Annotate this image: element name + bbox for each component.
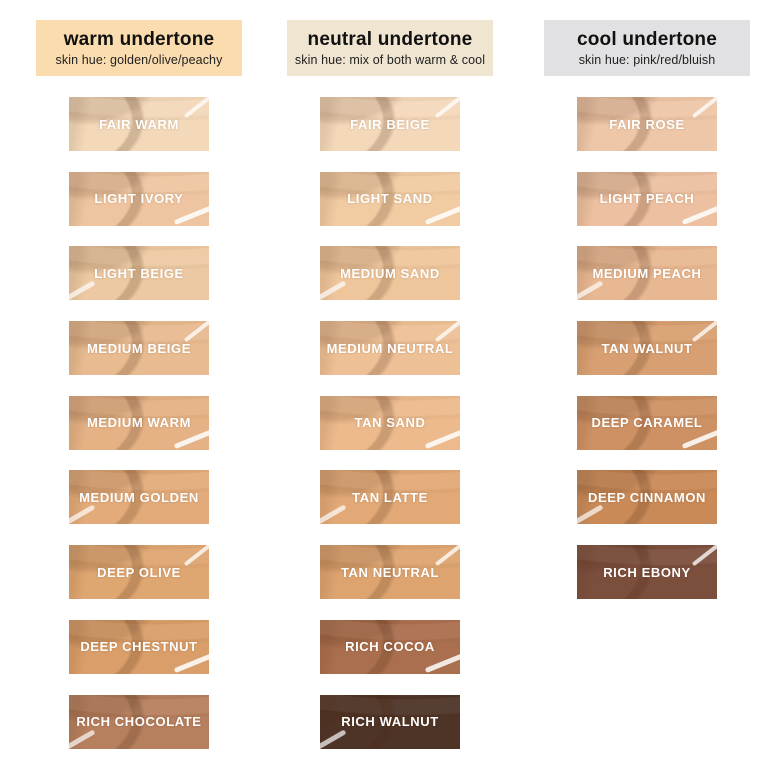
swatch-tan-neutral: TAN NEUTRAL	[320, 545, 460, 600]
swatch-label: LIGHT BEIGE	[94, 265, 184, 281]
swatch-label: MEDIUM BEIGE	[87, 340, 191, 356]
swatch-list: FAIR ROSE LIGHT PEACH MEDIUM PEACH TAN W…	[577, 97, 717, 600]
swatch-tan-sand: TAN SAND	[320, 395, 460, 450]
column-header: neutral undertone skin hue: mix of both …	[287, 20, 493, 76]
swatch-label: DEEP CINNAMON	[587, 489, 707, 505]
swatch-label: TAN SAND	[354, 415, 426, 431]
swatch-fair-warm: FAIR WARM	[69, 97, 209, 151]
swatch-label: DEEP CHESTNUT	[80, 639, 198, 655]
swatch-label: MEDIUM WARM	[86, 415, 192, 431]
column-title: cool undertone	[576, 29, 718, 51]
column-warm-undertone: warm undertone skin hue: golden/olive/pe…	[36, 20, 242, 749]
swatch-light-ivory: LIGHT IVORY	[69, 171, 209, 226]
swatch-rich-chocolate: RICH CHOCOLATE	[69, 694, 209, 749]
swatch-tan-latte: TAN LATTE	[320, 470, 460, 525]
swatch-label: MEDIUM NEUTRAL	[326, 340, 454, 356]
swatch-label: LIGHT SAND	[347, 191, 433, 207]
swatch-medium-neutral: MEDIUM NEUTRAL	[320, 321, 460, 376]
swatch-label: LIGHT PEACH	[599, 191, 695, 207]
swatch-label: FAIR WARM	[99, 116, 179, 132]
swatch-medium-sand: MEDIUM SAND	[320, 246, 460, 301]
column-subtitle: skin hue: mix of both warm & cool	[294, 52, 486, 67]
column-cool-undertone: cool undertone skin hue: pink/red/bluish…	[544, 20, 750, 600]
swatch-label: FAIR ROSE	[609, 116, 685, 132]
swatch-label: MEDIUM GOLDEN	[79, 489, 199, 505]
swatch-label: LIGHT IVORY	[94, 191, 184, 207]
column-title: warm undertone	[63, 29, 215, 51]
swatch-label: TAN WALNUT	[601, 340, 693, 356]
swatch-rich-ebony: RICH EBONY	[577, 545, 717, 600]
swatch-label: RICH EBONY	[603, 564, 691, 580]
swatch-rich-cocoa: RICH COCOA	[320, 619, 460, 674]
swatch-deep-olive: DEEP OLIVE	[69, 545, 209, 600]
swatch-deep-chestnut: DEEP CHESTNUT	[69, 619, 209, 674]
swatch-label: RICH CHOCOLATE	[76, 714, 202, 729]
column-subtitle: skin hue: golden/olive/peachy	[55, 52, 223, 67]
column-subtitle: skin hue: pink/red/bluish	[578, 52, 716, 67]
swatch-label: MEDIUM SAND	[340, 265, 440, 281]
column-header: warm undertone skin hue: golden/olive/pe…	[36, 20, 242, 76]
swatch-label: FAIR BEIGE	[350, 116, 430, 132]
swatch-deep-caramel: DEEP CARAMEL	[577, 395, 717, 450]
swatch-label: MEDIUM PEACH	[592, 265, 702, 281]
swatch-tan-walnut: TAN WALNUT	[577, 321, 717, 376]
swatch-label: TAN LATTE	[352, 489, 428, 505]
swatch-rich-walnut: RICH WALNUT	[320, 694, 460, 749]
swatch-label: TAN NEUTRAL	[340, 564, 440, 580]
swatch-label: RICH COCOA	[345, 639, 435, 655]
swatch-medium-peach: MEDIUM PEACH	[577, 246, 717, 301]
swatch-light-beige: LIGHT BEIGE	[69, 246, 209, 301]
column-title: neutral undertone	[307, 29, 473, 51]
swatch-list: FAIR BEIGE LIGHT SAND MEDIUM SAND MEDIUM…	[320, 97, 460, 749]
swatch-label: DEEP OLIVE	[97, 564, 181, 580]
swatch-medium-golden: MEDIUM GOLDEN	[69, 470, 209, 525]
swatch-label: DEEP CARAMEL	[591, 415, 703, 431]
column-header: cool undertone skin hue: pink/red/bluish	[544, 20, 750, 76]
swatch-fair-rose: FAIR ROSE	[577, 97, 717, 151]
swatch-light-peach: LIGHT PEACH	[577, 171, 717, 226]
swatch-list: FAIR WARM LIGHT IVORY LIGHT BEIGE MEDIUM…	[69, 97, 209, 749]
swatch-deep-cinnamon: DEEP CINNAMON	[577, 470, 717, 525]
swatch-medium-warm: MEDIUM WARM	[69, 395, 209, 450]
column-neutral-undertone: neutral undertone skin hue: mix of both …	[287, 20, 493, 749]
swatch-light-sand: LIGHT SAND	[320, 171, 460, 226]
swatch-fair-beige: FAIR BEIGE	[320, 97, 460, 151]
swatch-label: RICH WALNUT	[341, 714, 439, 729]
swatch-medium-beige: MEDIUM BEIGE	[69, 321, 209, 376]
